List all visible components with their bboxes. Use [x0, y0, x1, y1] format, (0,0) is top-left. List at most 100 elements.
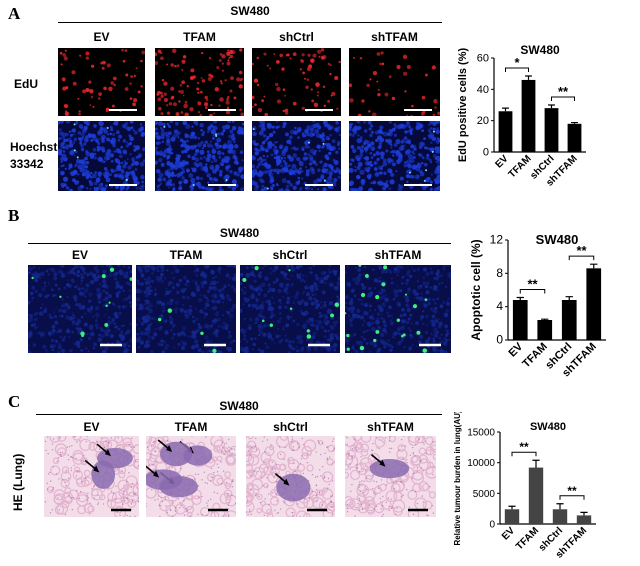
- edu-image-shtfam: [349, 48, 440, 116]
- tunel-image-ev: [28, 265, 132, 353]
- panel-c-letter: C: [8, 392, 21, 411]
- panel-a-col-shtfam: shTFAM: [371, 30, 418, 44]
- panel-b-letter: B: [8, 206, 20, 225]
- significance-bracket: [505, 67, 529, 73]
- significance-mark: **: [527, 277, 538, 292]
- y-tick-label: 8: [496, 266, 503, 280]
- y-tick-label: 12: [490, 233, 504, 247]
- panel-b-col-tfam: TFAM: [169, 248, 203, 262]
- significance-mark: **: [558, 84, 569, 99]
- y-tick-label: 60: [477, 53, 489, 65]
- y-tick-label: 10000: [467, 458, 495, 469]
- edu-image-shctrl: [252, 48, 341, 116]
- significance-bracket: [519, 289, 546, 294]
- tunel-image-shctrl: [240, 265, 340, 353]
- significance-bracket: [568, 255, 595, 261]
- y-axis-label: Relative tumour burden in lung(AU): [453, 412, 462, 546]
- edu-image-ev: [58, 48, 145, 116]
- panel-b-header-line: [28, 243, 451, 244]
- hoechst-image-tfam: [155, 121, 244, 191]
- bar-ev: [504, 509, 520, 524]
- error-bar: [580, 511, 588, 516]
- error-bar: [548, 104, 555, 109]
- panel-c-col-tfam: TFAM: [174, 420, 208, 434]
- panel-c-col-ev: EV: [83, 420, 100, 434]
- chart-title: SW480: [520, 43, 560, 57]
- error-bar: [508, 505, 516, 510]
- panel-a-row-edu: EdU: [14, 77, 38, 91]
- significance-mark: **: [576, 243, 587, 258]
- bar-tfam: [537, 320, 553, 340]
- panel-c-header-line: [36, 414, 442, 415]
- x-tick-label: EV: [493, 153, 510, 170]
- error-bar: [532, 459, 540, 468]
- bar-ev: [498, 111, 513, 152]
- panel-b-cell-line: SW480: [219, 226, 260, 240]
- y-tick-label: 15000: [467, 428, 495, 439]
- he-image-ev: [44, 436, 139, 517]
- panel-c-col-shtfam: shTFAM: [367, 420, 414, 434]
- error-bar: [565, 296, 573, 300]
- bar-ev: [512, 300, 528, 340]
- chart-title: SW480: [536, 232, 579, 247]
- panel-c-cell-line: SW480: [219, 399, 259, 413]
- panel-b-col-ev: EV: [71, 248, 88, 262]
- y-tick-label: 4: [496, 299, 503, 313]
- bar-shtfam: [586, 268, 602, 340]
- chart-title: SW480: [530, 421, 566, 433]
- y-tick-label: 20: [477, 115, 489, 127]
- panel-b-col-shtfam: shTFAM: [374, 248, 422, 262]
- bar-tfam: [521, 79, 536, 152]
- panel-a-letter: A: [8, 4, 21, 23]
- panel-c-row-he-lung: HE (Lung): [11, 453, 25, 511]
- panel-a-col-shctrl: shCtrl: [279, 30, 314, 44]
- significance-bracket: [511, 451, 537, 457]
- error-bar: [502, 107, 509, 112]
- chart-c-tumour-burden: SW480 0 5000 10000 15000 Relative tumour burd…: [453, 412, 596, 561]
- significance-mark: **: [567, 484, 577, 498]
- bar-shctrl: [561, 300, 577, 340]
- bar-shtfam: [567, 123, 582, 152]
- he-image-shctrl: [246, 436, 335, 517]
- error-bar: [525, 75, 532, 80]
- y-tick-label: 0: [489, 520, 495, 531]
- panel-b-col-shctrl: shCtrl: [272, 248, 308, 262]
- x-tick-label: EV: [500, 525, 517, 542]
- panel-a-row-hoechst: Hoechst 33342: [10, 140, 58, 171]
- bar-shtfam: [576, 515, 592, 524]
- bar-tfam: [528, 467, 544, 524]
- he-image-shtfam: [345, 436, 436, 517]
- error-bar: [571, 121, 578, 124]
- error-bar: [541, 318, 549, 320]
- panel-c-col-shctrl: shCtrl: [273, 420, 308, 434]
- y-tick-label: 40: [477, 84, 489, 96]
- x-tick-label: EV: [507, 340, 526, 359]
- panel-a-col-tfam: TFAM: [183, 30, 216, 44]
- tunel-image-shtfam: [345, 265, 451, 353]
- significance-mark: *: [514, 55, 520, 70]
- edu-image-tfam: [155, 48, 244, 116]
- y-tick-label: 5000: [473, 489, 496, 500]
- significance-bracket: [551, 96, 575, 101]
- hoechst-image-shctrl: [252, 121, 341, 191]
- tunel-image-tfam: [136, 265, 236, 353]
- panel-a-header-line: [58, 22, 442, 23]
- hoechst-image-ev: [58, 121, 145, 191]
- y-tick-label: 0: [496, 333, 503, 347]
- significance-bracket: [559, 495, 585, 500]
- he-image-tfam: [146, 436, 236, 517]
- significance-mark: **: [519, 440, 529, 454]
- y-tick-label: 0: [483, 147, 489, 159]
- error-bar: [590, 263, 598, 269]
- panel-a-cell-line: SW480: [230, 4, 270, 18]
- panel-a-col-ev: EV: [93, 30, 110, 44]
- x-tick-label: TFAM: [514, 525, 541, 552]
- error-bar: [516, 296, 524, 300]
- hoechst-image-shtfam: [349, 121, 440, 191]
- y-axis-label: Apoptotic cell (%): [469, 239, 483, 340]
- bar-shctrl: [552, 509, 568, 524]
- y-axis-label: EdU positive cells (%): [457, 48, 469, 163]
- error-bar: [556, 503, 564, 510]
